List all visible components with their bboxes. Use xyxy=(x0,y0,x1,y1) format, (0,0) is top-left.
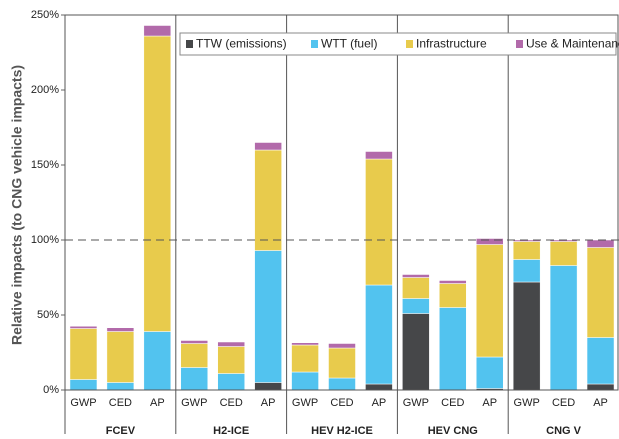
y-tick-label: 50% xyxy=(37,309,59,321)
bar-segment xyxy=(69,328,98,380)
bar-segment xyxy=(254,382,282,391)
bar-segment xyxy=(328,377,356,391)
bar-segment xyxy=(475,244,504,358)
bar-segment xyxy=(180,340,209,344)
bar-segment xyxy=(106,327,135,332)
bar-segment xyxy=(402,313,430,391)
bar-segment xyxy=(143,35,172,332)
bar-segment xyxy=(512,281,541,391)
group-label: HEV H2-ICE xyxy=(311,425,373,434)
x-tick-label: CED xyxy=(441,397,464,409)
bar-segment xyxy=(365,158,393,286)
plot-frame xyxy=(64,14,619,391)
bar-segment xyxy=(402,298,430,314)
bar-segment xyxy=(549,241,578,266)
x-tick-label: GWP xyxy=(403,397,429,409)
x-tick-label: AP xyxy=(482,397,497,409)
bar-segment xyxy=(106,382,135,391)
bar-segment xyxy=(365,284,393,385)
bar-segment xyxy=(328,343,356,349)
bar-segment xyxy=(475,356,504,389)
x-tick-label: GWP xyxy=(514,397,540,409)
bar-segment xyxy=(475,238,504,245)
legend-swatch xyxy=(516,40,523,48)
y-tick-label: 100% xyxy=(31,234,59,246)
bar-segment xyxy=(439,307,467,391)
bar-segment xyxy=(439,280,467,284)
x-tick-label: AP xyxy=(593,397,608,409)
bar-segment xyxy=(217,373,245,391)
x-tick-label: AP xyxy=(261,397,276,409)
legend-label: Use & Maintenance xyxy=(526,37,619,51)
x-tick-label: AP xyxy=(372,397,387,409)
x-tick-label: AP xyxy=(150,397,165,409)
bar-segment xyxy=(586,247,615,338)
legend-label: TTW (emissions) xyxy=(196,37,287,51)
group-label: CNG V xyxy=(546,425,582,434)
bar-segment xyxy=(291,344,319,373)
y-tick-label: 150% xyxy=(31,159,59,171)
legend-box xyxy=(179,32,617,56)
legend-label: WTT (fuel) xyxy=(321,37,377,51)
y-tick-label: 250% xyxy=(31,9,59,21)
legend: TTW (emissions) WTT (fuel) Infrastructure U… xyxy=(179,32,619,56)
y-tick-label: 200% xyxy=(31,84,59,96)
group-label: H2-ICE xyxy=(213,425,249,434)
group-label: HEV CNG xyxy=(428,425,478,434)
x-tick-label: GWP xyxy=(181,397,207,409)
bar-segment xyxy=(402,277,430,299)
bar-segment xyxy=(586,239,615,248)
bar-segment xyxy=(365,383,393,391)
bar-segment xyxy=(254,250,282,383)
bar-segment xyxy=(291,342,319,346)
x-tick-label: GWP xyxy=(70,397,96,409)
bar-segment xyxy=(512,241,541,260)
bar-segment xyxy=(586,337,615,385)
legend-swatch xyxy=(186,40,193,48)
y-axis-label: Relative impacts (to CNG vehicle impacts… xyxy=(9,65,25,345)
group-label: FCEV xyxy=(106,425,136,434)
bar-segment xyxy=(291,371,319,391)
x-tick-label: CED xyxy=(330,397,353,409)
bar-segment xyxy=(69,326,98,329)
legend-label: Infrastructure xyxy=(416,37,487,51)
bar-segment xyxy=(69,379,98,391)
x-tick-label: CED xyxy=(109,397,132,409)
bar-segment xyxy=(180,367,209,391)
x-tick-label: CED xyxy=(220,397,243,409)
y-tick-label: 0% xyxy=(43,384,59,396)
bar-segment xyxy=(365,151,393,160)
bar-segment xyxy=(143,331,172,391)
bar-segment xyxy=(549,265,578,391)
bar-segment xyxy=(254,149,282,251)
bar-segment xyxy=(439,283,467,308)
bar-segment xyxy=(402,274,430,278)
bar-segment xyxy=(512,259,541,283)
bar-segment xyxy=(143,25,172,37)
x-tick-label: GWP xyxy=(292,397,318,409)
bar-segment xyxy=(254,142,282,151)
bar-segment xyxy=(586,383,615,391)
bar-segment xyxy=(328,347,356,379)
bar-segment xyxy=(217,346,245,374)
legend-swatch xyxy=(406,40,413,48)
legend-swatch xyxy=(311,40,318,48)
bar-segment xyxy=(180,343,209,368)
bar-segment xyxy=(217,341,245,347)
x-tick-label: CED xyxy=(552,397,575,409)
bar-segment xyxy=(106,331,135,383)
